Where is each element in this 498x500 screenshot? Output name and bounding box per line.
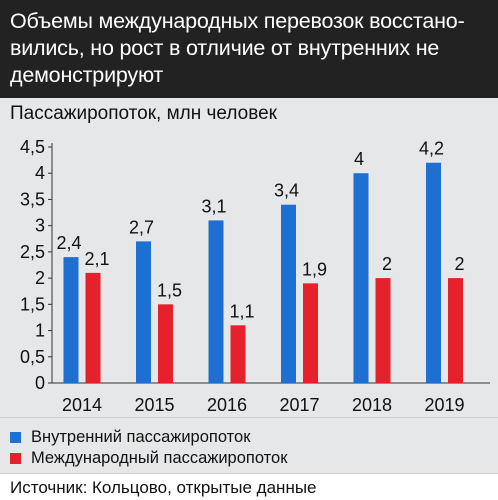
bar-domestic	[281, 204, 296, 383]
bar-international	[230, 325, 246, 383]
title-line: вились, но рост в отличие от внутренних …	[10, 36, 440, 60]
y-tick-label: 1	[35, 321, 45, 341]
x-tick-label: 2018	[352, 395, 392, 415]
bar-domestic	[136, 241, 151, 383]
legend-label-international: Международный пассажиропоток	[31, 449, 288, 467]
data-label-international: 1,1	[229, 301, 254, 321]
data-label-domestic: 4	[354, 149, 364, 169]
data-label-domestic: 4,2	[419, 139, 444, 159]
x-tick-label: 2015	[134, 395, 174, 415]
y-tick-label: 2	[35, 268, 45, 288]
legend-label-domestic: Внутренний пассажиропоток	[31, 428, 251, 446]
data-label-international: 2	[382, 254, 392, 274]
legend-swatch-domestic	[10, 432, 21, 443]
legend-swatch-international	[10, 453, 21, 464]
data-label-domestic: 2,4	[56, 233, 81, 253]
y-tick-label: 1,5	[20, 294, 45, 314]
x-tick-label: 2019	[424, 395, 464, 415]
y-axis-label: Пассажиропоток, млн человек	[10, 103, 277, 124]
data-label-international: 1,9	[302, 259, 327, 279]
bar-domestic	[353, 173, 369, 383]
bar-domestic	[63, 257, 79, 383]
header: Объемы международных перевозок восстано-…	[0, 0, 498, 98]
y-tick-label: 3	[35, 216, 45, 236]
bar-chart: 0 0,5 1 1,5 2 2,5 3 3,5 4 4,5 2,42,1 2014 2,7 1,5 2015…	[20, 137, 490, 415]
plot-background	[0, 98, 498, 417]
bar-domestic	[208, 220, 224, 383]
bar-international	[303, 283, 318, 383]
bar-international	[375, 278, 391, 383]
data-label-international: 2,1	[84, 249, 109, 269]
source-note: Источник: Кольцово, открытые данные	[0, 473, 498, 500]
title-line: Объемы международных перевозок восстано-	[10, 9, 465, 33]
legend-item-international: Международный пассажиропоток	[10, 449, 287, 468]
data-label-domestic: 3,4	[274, 181, 299, 201]
y-tick-label: 2,5	[20, 242, 45, 262]
y-tick-label: 0	[35, 373, 45, 393]
data-label-international: 1,5	[157, 280, 182, 300]
chart-title: Объемы международных перевозок восстано-…	[10, 8, 484, 89]
title-line: демонстрируют	[10, 63, 164, 87]
legend-item-domestic: Внутренний пассажиропоток	[10, 428, 250, 447]
bar-international	[158, 304, 173, 383]
bar-domestic	[426, 162, 441, 383]
bar-international	[85, 272, 101, 383]
legend: Внутренний пассажиропоток Международный …	[0, 417, 498, 474]
x-tick-label: 2014	[62, 395, 102, 415]
data-label-domestic: 2,7	[129, 217, 154, 237]
y-tick-label: 3,5	[20, 189, 45, 209]
y-tick-label: 4,5	[20, 137, 45, 157]
bar-international	[448, 278, 463, 383]
y-tick-label: 4	[35, 163, 45, 183]
y-tick-label: 0,5	[20, 347, 45, 367]
x-tick-label: 2016	[207, 395, 247, 415]
data-label-domestic: 3,1	[201, 196, 226, 216]
data-label-international: 2	[454, 254, 464, 274]
x-tick-label: 2017	[279, 395, 319, 415]
